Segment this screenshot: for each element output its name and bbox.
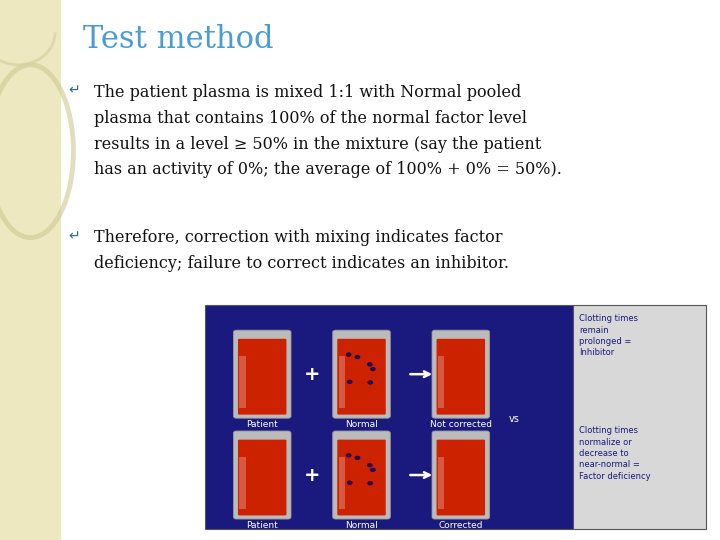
FancyBboxPatch shape [233, 431, 291, 519]
FancyBboxPatch shape [432, 330, 490, 418]
Circle shape [370, 367, 376, 371]
Text: Clotting times
normalize or
decrease to
near-normal =
Factor deficiency: Clotting times normalize or decrease to … [579, 426, 650, 481]
Text: vs: vs [509, 414, 520, 424]
FancyBboxPatch shape [436, 440, 485, 516]
FancyBboxPatch shape [239, 457, 246, 509]
Text: has an activity of 0%; the average of 100% + 0% = 50%).: has an activity of 0%; the average of 10… [94, 161, 562, 178]
FancyBboxPatch shape [233, 330, 291, 418]
Text: Not corrected: Not corrected [430, 420, 492, 429]
FancyBboxPatch shape [338, 457, 345, 509]
Circle shape [367, 463, 373, 468]
FancyBboxPatch shape [0, 0, 61, 540]
Circle shape [367, 362, 373, 367]
Text: Clotting times
remain
prolonged =
Inhibitor: Clotting times remain prolonged = Inhibi… [579, 314, 638, 357]
FancyBboxPatch shape [438, 457, 444, 509]
FancyBboxPatch shape [205, 305, 573, 529]
Circle shape [347, 380, 353, 384]
Text: deficiency; failure to correct indicates an inhibitor.: deficiency; failure to correct indicates… [94, 255, 508, 272]
FancyBboxPatch shape [238, 440, 287, 516]
Text: plasma that contains 100% of the normal factor level: plasma that contains 100% of the normal … [94, 110, 526, 126]
Text: Normal: Normal [345, 521, 378, 530]
Circle shape [370, 468, 376, 472]
FancyBboxPatch shape [337, 440, 386, 516]
FancyBboxPatch shape [338, 356, 345, 408]
Circle shape [367, 380, 373, 384]
Text: Patient: Patient [246, 420, 278, 429]
Circle shape [354, 456, 360, 460]
FancyBboxPatch shape [438, 356, 444, 408]
FancyBboxPatch shape [333, 431, 390, 519]
Circle shape [346, 453, 351, 457]
FancyBboxPatch shape [333, 330, 390, 418]
Circle shape [367, 481, 373, 485]
Text: Test method: Test method [83, 24, 274, 55]
Text: results in a level ≥ 50% in the mixture (say the patient: results in a level ≥ 50% in the mixture … [94, 136, 541, 152]
FancyBboxPatch shape [432, 431, 490, 519]
FancyBboxPatch shape [238, 339, 287, 415]
Text: The patient plasma is mixed 1:1 with Normal pooled: The patient plasma is mixed 1:1 with Nor… [94, 84, 521, 100]
Text: ↵: ↵ [68, 230, 80, 244]
Text: ↵: ↵ [68, 84, 80, 98]
Text: Corrected: Corrected [438, 521, 483, 530]
Circle shape [354, 355, 360, 359]
Text: +: + [304, 364, 320, 384]
Circle shape [346, 353, 351, 357]
FancyBboxPatch shape [337, 339, 386, 415]
FancyBboxPatch shape [436, 339, 485, 415]
Text: Therefore, correction with mixing indicates factor: Therefore, correction with mixing indica… [94, 230, 502, 246]
Text: +: + [304, 465, 320, 484]
FancyBboxPatch shape [573, 305, 706, 529]
Text: Patient: Patient [246, 521, 278, 530]
Circle shape [347, 481, 353, 485]
FancyBboxPatch shape [239, 356, 246, 408]
Text: Normal: Normal [345, 420, 378, 429]
